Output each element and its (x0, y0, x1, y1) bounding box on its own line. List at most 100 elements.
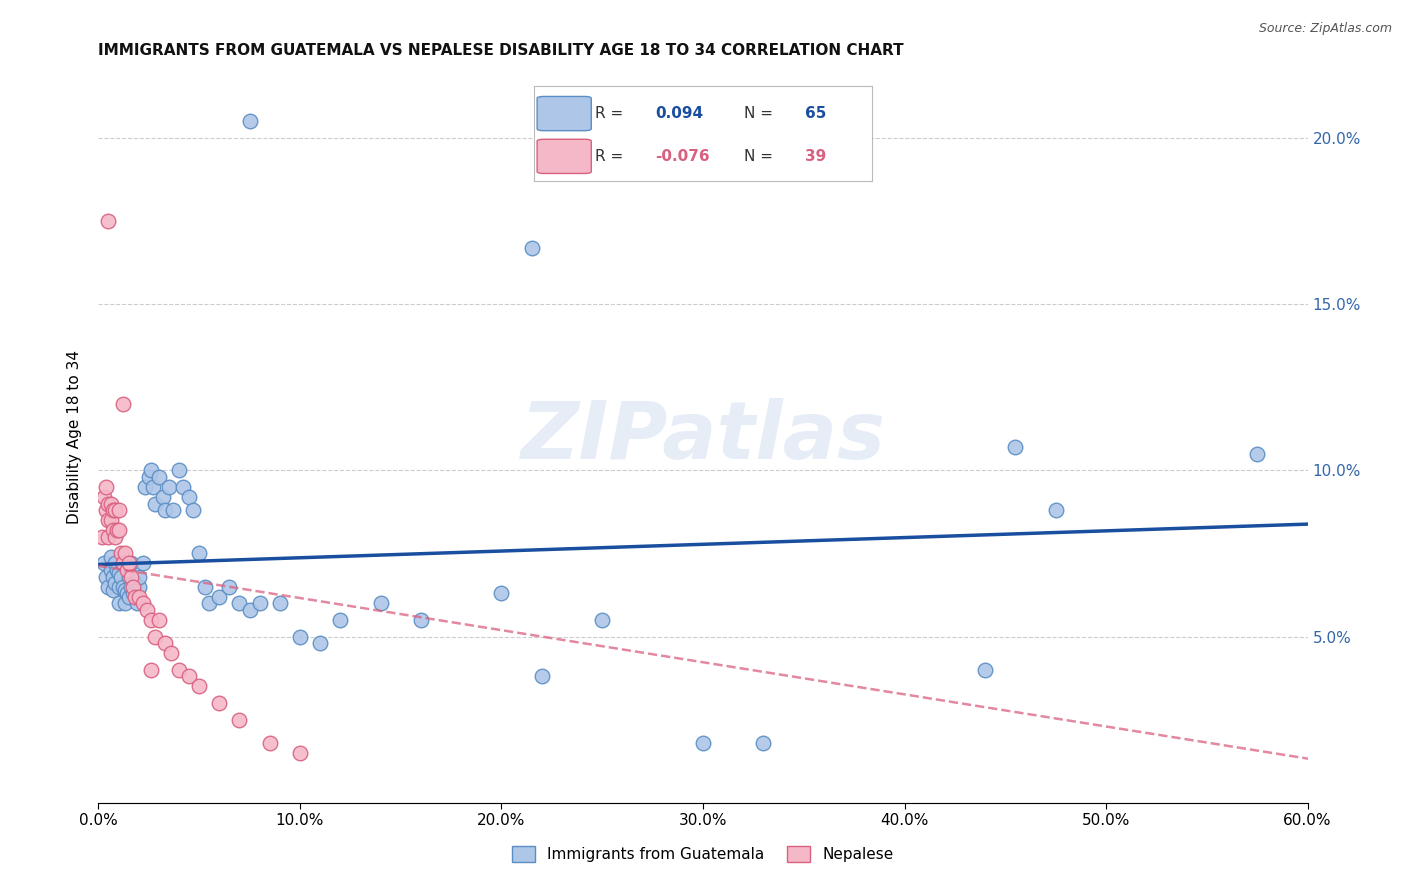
Point (107, 566, 129, 581)
Point (153, 636, 176, 650)
Point (152, 490, 174, 504)
Point (97, 513, 120, 527)
Point (329, 613, 352, 627)
Point (143, 630, 166, 644)
Point (179, 490, 201, 504)
Point (124, 576, 146, 591)
Point (181, 503, 204, 517)
Point (188, 546, 211, 560)
Point (97, 530, 120, 544)
Point (103, 503, 125, 517)
Point (111, 557, 134, 571)
Point (101, 503, 124, 517)
Point (1045, 503, 1067, 517)
Point (100, 497, 122, 511)
Point (148, 470, 170, 484)
Point (139, 463, 162, 477)
Point (208, 696, 231, 710)
Point (107, 596, 129, 610)
Point (103, 530, 125, 544)
Point (269, 596, 291, 610)
Point (153, 503, 176, 517)
Point (118, 590, 141, 604)
Point (101, 582, 124, 597)
Point (100, 549, 122, 564)
Point (107, 523, 129, 537)
Point (111, 557, 134, 571)
Point (148, 613, 170, 627)
Point (162, 503, 184, 517)
Text: ZIPatlas: ZIPatlas (520, 398, 886, 476)
Point (309, 636, 332, 650)
Point (370, 596, 392, 610)
Y-axis label: Disability Age 18 to 34: Disability Age 18 to 34 (66, 350, 82, 524)
Point (194, 580, 217, 594)
Point (530, 669, 553, 683)
Point (128, 590, 150, 604)
Point (120, 570, 142, 584)
Point (167, 663, 190, 677)
Point (228, 596, 250, 610)
Point (198, 596, 221, 610)
Text: IMMIGRANTS FROM GUATEMALA VS NEPALESE DISABILITY AGE 18 TO 34 CORRELATION CHART: IMMIGRANTS FROM GUATEMALA VS NEPALESE DI… (98, 43, 904, 58)
Point (114, 582, 136, 597)
Point (288, 746, 311, 760)
Point (118, 570, 141, 584)
Point (114, 596, 136, 610)
Point (97, 214, 120, 228)
Point (96, 570, 118, 584)
Point (100, 513, 122, 527)
Point (160, 646, 183, 660)
Point (111, 580, 134, 594)
Point (114, 546, 136, 560)
Point (520, 241, 543, 255)
Text: Source: ZipAtlas.com: Source: ZipAtlas.com (1258, 22, 1392, 36)
Point (259, 736, 281, 750)
Point (139, 613, 162, 627)
Point (692, 736, 714, 750)
Point (228, 713, 250, 727)
Point (97, 580, 120, 594)
Point (96, 480, 118, 494)
Point (974, 663, 997, 677)
Point (249, 596, 271, 610)
Point (93, 490, 115, 504)
Point (93, 557, 115, 571)
Point (120, 557, 142, 571)
Point (143, 497, 166, 511)
Legend: Immigrants from Guatemala, Nepalese: Immigrants from Guatemala, Nepalese (506, 840, 900, 868)
Point (107, 503, 129, 517)
Point (167, 463, 190, 477)
Point (591, 613, 613, 627)
Point (96, 503, 118, 517)
Point (120, 580, 142, 594)
Point (115, 586, 138, 600)
Point (288, 630, 311, 644)
Point (132, 557, 155, 571)
Point (107, 580, 129, 594)
Point (157, 480, 180, 494)
Point (218, 580, 240, 594)
Point (115, 563, 138, 577)
Point (105, 523, 128, 537)
Point (188, 680, 211, 694)
Point (179, 669, 201, 683)
Point (1246, 447, 1268, 461)
Point (91, 530, 114, 544)
Point (491, 586, 513, 600)
Point (111, 397, 134, 411)
Point (409, 613, 432, 627)
Point (110, 570, 132, 584)
Point (134, 480, 156, 494)
Point (128, 570, 150, 584)
Point (118, 557, 141, 571)
Point (103, 557, 125, 571)
Point (208, 590, 231, 604)
Point (138, 470, 160, 484)
Point (172, 480, 194, 494)
Point (103, 576, 125, 591)
Point (101, 523, 124, 537)
Point (239, 114, 262, 128)
Point (1004, 440, 1026, 454)
Point (105, 563, 128, 577)
